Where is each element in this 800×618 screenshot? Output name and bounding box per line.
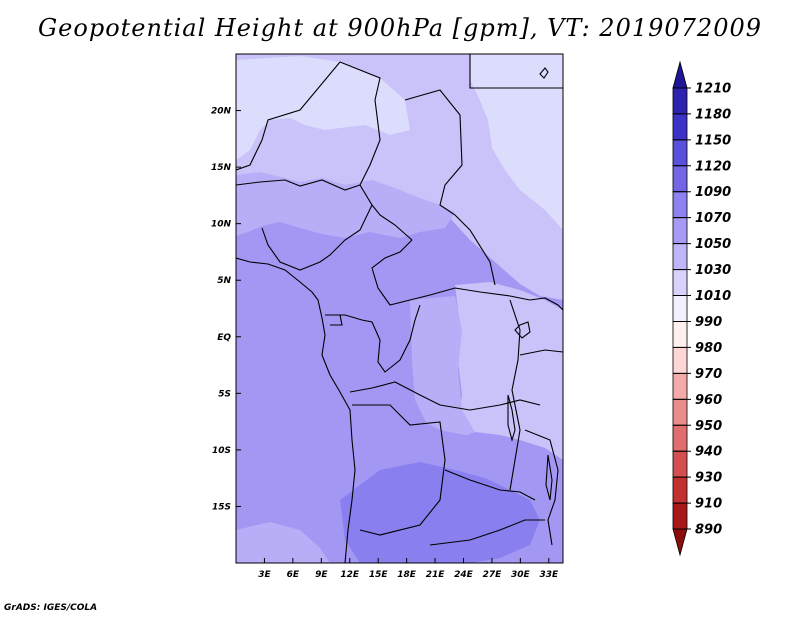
lat-tick-label: 15N	[211, 163, 232, 173]
field-zone-1050-west	[236, 172, 455, 238]
field-zone-1050-center	[410, 296, 475, 440]
lon-tick-label: 18E	[397, 570, 417, 580]
colorbar-label: 1210	[695, 81, 731, 96]
lon-tick-label: 33E	[539, 570, 559, 580]
colorbar-bottom-triangle	[672, 528, 688, 557]
colorbar-label: 1120	[695, 159, 731, 174]
colorbar-swatch	[672, 502, 688, 530]
colorbar-label: 940	[695, 445, 722, 460]
colorbar-swatch	[672, 450, 688, 478]
lon-tick-label: 30E	[511, 570, 531, 580]
border-line	[236, 179, 361, 191]
colorbar-swatch	[672, 424, 688, 452]
colorbar-swatch	[672, 113, 688, 141]
coastline	[236, 257, 356, 563]
colorbar-label: 1010	[695, 289, 731, 304]
border-line	[352, 404, 446, 536]
field-zone-1010-north	[236, 56, 410, 160]
border-line	[469, 54, 563, 89]
field-zone-1090-south	[340, 462, 540, 563]
map-frame	[235, 53, 564, 564]
border-line	[429, 519, 545, 546]
colorbar-swatch	[672, 398, 688, 426]
colorbar-swatch	[672, 476, 688, 504]
lake-outline	[507, 394, 516, 443]
border-line	[371, 239, 531, 306]
lake-outline	[514, 321, 531, 339]
lon-tick-label: 3E	[258, 570, 271, 580]
lat-tick-label: 5S	[218, 389, 231, 399]
border-line	[444, 469, 536, 501]
border-line	[236, 61, 341, 171]
border-line	[325, 304, 421, 373]
colorbar-swatch	[672, 139, 688, 167]
map-title: Geopotential Height at 900hPa [gpm], VT:…	[38, 14, 762, 42]
colorbar-swatch	[672, 87, 688, 115]
colorbar-label: 1050	[695, 237, 731, 252]
lat-tick-label: 5N	[217, 276, 231, 286]
border-line	[339, 61, 413, 241]
colorbar-label: 1030	[695, 263, 731, 278]
lon-tick-label: 21E	[426, 570, 446, 580]
colorbar-label: 1180	[695, 107, 731, 122]
colorbar-swatch	[672, 321, 688, 348]
colorbar-swatch	[672, 295, 688, 322]
colorbar-swatch	[672, 372, 688, 400]
colorbar-label: 1090	[695, 185, 731, 200]
grads-credit: GrADS: IGES/COLA	[4, 603, 98, 613]
colorbar-label: 930	[695, 471, 722, 486]
colorbar-swatch	[672, 165, 688, 193]
border-line	[509, 299, 521, 491]
colorbar-label: 950	[695, 419, 722, 434]
lon-tick-label: 27E	[483, 570, 503, 580]
field-zone-1030-center	[455, 282, 563, 470]
height-field	[236, 54, 563, 563]
colorbar-label: 970	[695, 367, 722, 382]
lake-outline	[545, 454, 553, 501]
lat-tick-label: 10N	[211, 220, 232, 230]
colorbar-label: 1070	[695, 211, 731, 226]
field-zone-1050-southwest	[236, 522, 330, 563]
lon-tick-label: 6E	[287, 570, 300, 580]
field-zone-1010-northeast	[470, 54, 563, 230]
lon-tick-label: 12E	[340, 570, 360, 580]
colorbar-label: 960	[695, 393, 722, 408]
colorbar-swatch	[672, 269, 688, 296]
lon-axis: 3E 6E 9E 12E 15E 18E 21E 24E 27E 30E 33E	[258, 558, 559, 580]
lake-outline	[539, 67, 549, 79]
colorbar-swatch	[672, 243, 688, 270]
lat-tick-label: EQ	[217, 333, 231, 343]
border-line	[349, 381, 541, 411]
colorbar-label: 910	[695, 497, 722, 512]
lon-tick-label: 15E	[369, 570, 389, 580]
border-line	[261, 204, 373, 271]
border-line	[519, 349, 563, 356]
border-line	[330, 314, 343, 326]
colorbar-label: 1150	[695, 133, 731, 148]
lat-tick-label: 10S	[212, 446, 231, 456]
colorbar: 1210 1180 1150 1120 1090 1070 1050 1030 1010 990 9…	[672, 60, 731, 557]
border-line	[524, 429, 559, 546]
lat-axis: 20N 15N 10N 5N EQ 5S 10S 15S	[211, 107, 241, 512]
lat-tick-label: 15S	[212, 502, 231, 512]
colorbar-label: 890	[695, 523, 722, 538]
colorbar-swatch	[672, 217, 688, 245]
lon-tick-label: 24E	[454, 570, 474, 580]
colorbar-swatch	[672, 191, 688, 219]
lon-tick-label: 9E	[315, 570, 328, 580]
border-line	[529, 297, 563, 311]
colorbar-swatch	[672, 347, 688, 374]
border-line	[404, 89, 496, 286]
colorbar-top-triangle	[672, 60, 688, 89]
lat-tick-label: 20N	[211, 107, 232, 117]
colorbar-label: 980	[695, 341, 722, 356]
colorbar-label: 990	[695, 315, 722, 330]
country-borders	[236, 54, 563, 563]
